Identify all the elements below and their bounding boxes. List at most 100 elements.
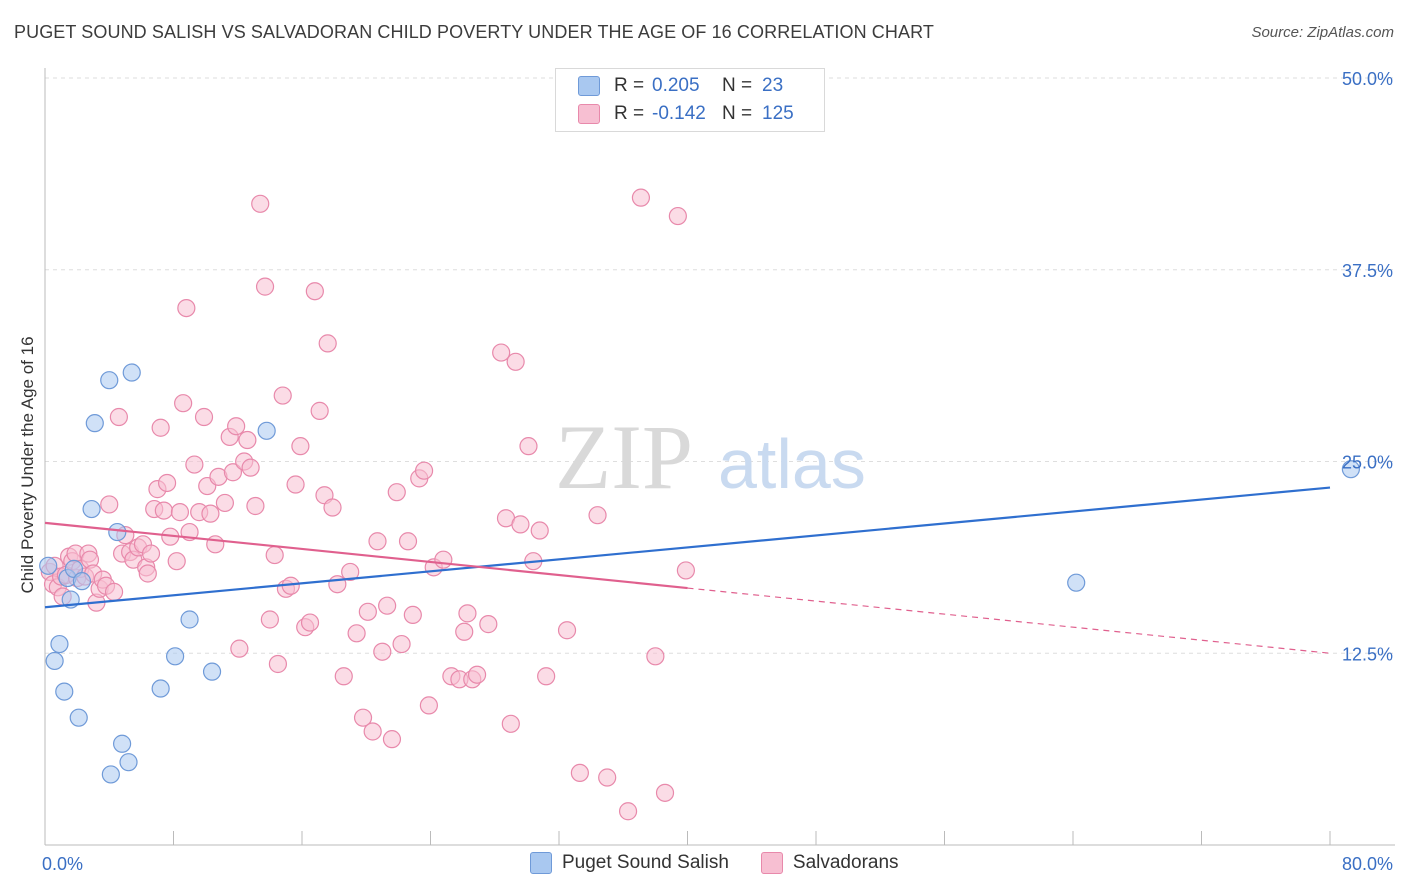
salvadoran-point [323, 498, 342, 517]
salish-point [1341, 460, 1360, 479]
salvadoran-point [260, 610, 279, 629]
salvadoran-point [458, 604, 477, 623]
watermark-zip: ZIP [555, 406, 693, 508]
salvadoran-point [104, 582, 124, 601]
y-tick-label: 25.0% [1342, 453, 1393, 473]
salish-point [180, 610, 199, 629]
chart-title: PUGET SOUND SALISH VS SALVADORAN CHILD P… [14, 22, 934, 42]
salvadoran-point [467, 665, 487, 684]
salish-point [257, 421, 276, 440]
salvadoran-trend-extension [687, 587, 1331, 654]
salvadoran-point [398, 532, 418, 551]
salvadoran-point [273, 386, 292, 405]
salvadoran-point [511, 515, 530, 534]
salvadoran-point [530, 521, 549, 540]
series-legend-salvadorans[interactable]: Salvadorans [760, 852, 899, 874]
trend-lines [44, 486, 1331, 654]
salvadoran-point [310, 401, 329, 420]
legend-swatch-salvadorans [578, 104, 600, 124]
salish-trend-line [44, 486, 1331, 609]
salvadoran-point [373, 642, 392, 661]
data-points [39, 188, 1360, 821]
salvadoran-point [353, 708, 373, 727]
salvadoran-point [185, 455, 204, 474]
salvadoran-point [227, 417, 246, 436]
salish-point [39, 556, 58, 575]
salvadoran-point [655, 783, 675, 802]
series-legend-salish[interactable]: Puget Sound Salish [530, 852, 729, 874]
salvadoran-point [305, 282, 324, 301]
salvadoran-point [378, 596, 397, 615]
y-tick-label: 37.5% [1342, 261, 1393, 281]
salish-point [151, 679, 170, 698]
salvadoran-point [174, 394, 193, 413]
salvadoran-point [286, 475, 305, 494]
salvadoran-point [241, 458, 260, 477]
salvadoran-point [268, 654, 288, 674]
salish-point [45, 651, 64, 671]
salvadoran-point [419, 696, 438, 715]
x-tick-label-max: 80.0% [1342, 854, 1393, 874]
salvadoran-point [368, 532, 387, 551]
gridlines [45, 77, 1395, 654]
salvadoran-point [403, 605, 422, 625]
salvadoran-point [414, 461, 434, 480]
salvadoran-point [154, 501, 173, 520]
axes [44, 68, 1395, 846]
salish-point [69, 708, 88, 727]
salish-point [55, 682, 74, 701]
salvadoran-point [170, 503, 190, 522]
salvadoran-point [492, 343, 511, 362]
salish-point [1067, 573, 1086, 592]
salvadoran-point [392, 634, 411, 654]
salvadoran-point [668, 206, 687, 226]
y-axis-label: Child Poverty Under the Age of 16 [18, 336, 37, 594]
salish-point [100, 371, 119, 390]
salvadoran-point [328, 575, 347, 594]
salvadoran-point [537, 667, 556, 686]
salvadoran-point [341, 562, 360, 582]
salvadoran-point [194, 407, 214, 427]
salvadoran-point [676, 561, 695, 580]
salvadoran-point [382, 730, 402, 749]
legend-row-salvadorans: R = -0.142 N = 125 [578, 103, 794, 125]
salish-point [108, 522, 127, 542]
legend-row-salish: R = 0.205 N = 23 [578, 75, 783, 97]
salish-point [50, 634, 69, 654]
salvadoran-point [238, 430, 257, 450]
salvadoran-point [631, 188, 651, 207]
salish-point [166, 647, 185, 666]
tick-labels: 12.5% 25.0% 37.5% 50.0% 0.0% 80.0% [42, 69, 1393, 874]
salish-point [202, 662, 222, 681]
correlation-legend: R = 0.205 N = 23 R = -0.142 N = 125 [555, 68, 825, 132]
salvadoran-point [318, 334, 337, 353]
salvadoran-point [519, 437, 538, 456]
salvadoran-point [455, 622, 474, 641]
series-swatch-salvadorans [760, 852, 783, 874]
x-tick-label-min: 0.0% [42, 854, 83, 874]
salvadoran-point [223, 463, 243, 482]
salvadoran-point [506, 352, 525, 371]
salvadoran-trend-line [44, 521, 688, 590]
salvadoran-point [167, 552, 186, 571]
salvadoran-point [201, 504, 220, 523]
salvadoran-point [151, 418, 170, 437]
salvadoran-point [291, 437, 310, 456]
salvadoran-point [570, 763, 589, 783]
salish-point [101, 765, 120, 784]
salvadoran-point [363, 722, 382, 741]
series-swatch-salish [530, 852, 552, 874]
salvadoran-point [434, 550, 453, 569]
salish-point [122, 363, 141, 382]
salish-point [112, 734, 132, 753]
y-tick-label: 50.0% [1342, 69, 1393, 89]
salvadoran-point [557, 621, 577, 640]
salvadoran-point [230, 639, 249, 658]
salvadoran-point [646, 647, 665, 666]
salvadoran-point [265, 545, 284, 565]
salvadoran-point [255, 277, 275, 296]
series-legend: Puget Sound Salish Salvadorans [530, 852, 931, 874]
y-tick-label: 12.5% [1342, 644, 1393, 664]
salvadoran-point [157, 473, 177, 493]
